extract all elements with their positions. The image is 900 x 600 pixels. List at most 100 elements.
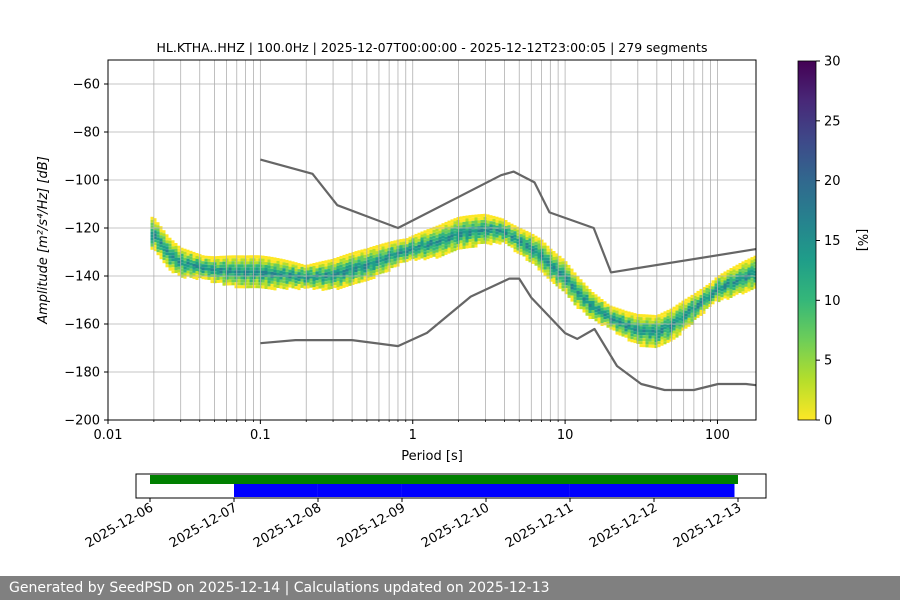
- heatmap-cell: [687, 299, 691, 303]
- heatmap-cell: [204, 276, 208, 280]
- heatmap-cell: [675, 313, 679, 317]
- heatmap-cell: [729, 280, 733, 283]
- heatmap-cell: [321, 263, 325, 267]
- heatmap-cell: [384, 260, 388, 264]
- heatmap-cell: [294, 271, 298, 275]
- heatmap-cell: [417, 235, 421, 239]
- heatmap-cell: [678, 332, 682, 336]
- heatmap-cell: [339, 270, 343, 274]
- heatmap-cell: [192, 260, 196, 264]
- heatmap-cell: [525, 251, 529, 255]
- heatmap-cell: [300, 281, 304, 285]
- heatmap-cell: [165, 252, 169, 256]
- heatmap-cell: [300, 278, 304, 282]
- heatmap-cell: [378, 262, 382, 266]
- heatmap-cell: [714, 292, 718, 296]
- heatmap-cell: [276, 276, 280, 279]
- heatmap-cell: [255, 270, 259, 274]
- heatmap-cell: [231, 279, 235, 283]
- heatmap-cell: [447, 244, 451, 248]
- heatmap-cell: [480, 238, 484, 241]
- heatmap-cell: [516, 235, 520, 239]
- heatmap-cell: [669, 332, 673, 336]
- heatmap-cell: [741, 276, 745, 280]
- heatmap-cell: [522, 247, 526, 251]
- heatmap-cell: [534, 247, 538, 251]
- heatmap-cell: [432, 238, 436, 242]
- heatmap-cell: [159, 253, 163, 257]
- heatmap-cell: [282, 262, 286, 266]
- heatmap-cell: [270, 259, 274, 263]
- heatmap-cell: [702, 304, 706, 308]
- heatmap-cell: [726, 287, 730, 291]
- heatmap-cell: [429, 227, 433, 231]
- x-axis-ticks: 0.01 0.1 1 10 100: [94, 420, 730, 443]
- heatmap-cell: [330, 286, 334, 289]
- heatmap-cell: [489, 224, 493, 228]
- heatmap-cell: [315, 277, 319, 281]
- heatmap-cell: [261, 273, 265, 277]
- heatmap-cell: [270, 280, 274, 284]
- heatmap-cell: [732, 272, 736, 276]
- heatmap-cell: [318, 285, 322, 289]
- heatmap-cell: [288, 266, 292, 270]
- heatmap-cell: [549, 254, 553, 258]
- heatmap-cell: [582, 306, 586, 310]
- heatmap-cell: [162, 248, 166, 252]
- heatmap-cell: [642, 329, 646, 333]
- heatmap-cell: [456, 235, 460, 238]
- heatmap-cell: [240, 279, 244, 283]
- heatmap-cell: [522, 232, 526, 236]
- heatmap-cell: [183, 275, 187, 279]
- heatmap-cell: [342, 254, 346, 258]
- heatmap-cell: [678, 329, 682, 333]
- heatmap-cell: [429, 239, 433, 243]
- heatmap-cell: [519, 234, 523, 238]
- heatmap-cell: [288, 260, 292, 264]
- heatmap-cell: [276, 270, 280, 273]
- heatmap-cell: [681, 300, 685, 304]
- heatmap-cell: [753, 264, 757, 268]
- heatmap-cell: [663, 338, 667, 342]
- heatmap-cell: [558, 261, 562, 265]
- heatmap-cell: [633, 316, 637, 320]
- heatmap-cell: [684, 313, 688, 317]
- data-span-bar: [150, 475, 738, 484]
- heatmap-cell: [663, 320, 667, 324]
- heatmap-cell: [432, 253, 436, 257]
- heatmap-cell: [498, 220, 502, 224]
- heatmap-cell: [378, 256, 382, 260]
- heatmap-cell: [618, 320, 622, 324]
- heatmap-cell: [420, 234, 424, 238]
- heatmap-cell: [657, 326, 661, 330]
- heatmap-cell: [279, 267, 283, 271]
- heatmap-cell: [471, 232, 475, 236]
- heatmap-cell: [192, 275, 196, 279]
- heatmap-cell: [357, 280, 361, 284]
- heatmap-cell: [483, 219, 487, 223]
- heatmap-cell: [384, 242, 388, 246]
- heatmap-cell: [585, 288, 589, 292]
- heatmap-cell: [717, 293, 721, 297]
- heatmap-cell: [543, 263, 547, 267]
- heatmap-cell: [453, 233, 457, 237]
- heatmap-cell: [492, 230, 496, 234]
- heatmap-cell: [288, 278, 292, 282]
- heatmap-cell: [177, 266, 181, 270]
- heatmap-cell: [378, 265, 382, 269]
- heatmap-cell: [357, 268, 361, 272]
- heatmap-cell: [453, 230, 457, 234]
- heatmap-cell: [525, 239, 529, 243]
- heatmap-cell: [333, 264, 337, 268]
- heatmap-cell: [669, 323, 673, 327]
- heatmap-cell: [270, 286, 274, 290]
- heatmap-cell: [225, 279, 229, 283]
- heatmap-cell: [642, 317, 646, 321]
- heatmap-cell: [504, 241, 508, 244]
- heatmap-cell: [459, 231, 463, 235]
- heatmap-cell: [567, 285, 571, 289]
- heatmap-cell: [279, 279, 283, 283]
- heatmap-cell: [711, 283, 715, 287]
- heatmap-cell: [573, 275, 577, 279]
- heatmap-cell: [201, 270, 205, 274]
